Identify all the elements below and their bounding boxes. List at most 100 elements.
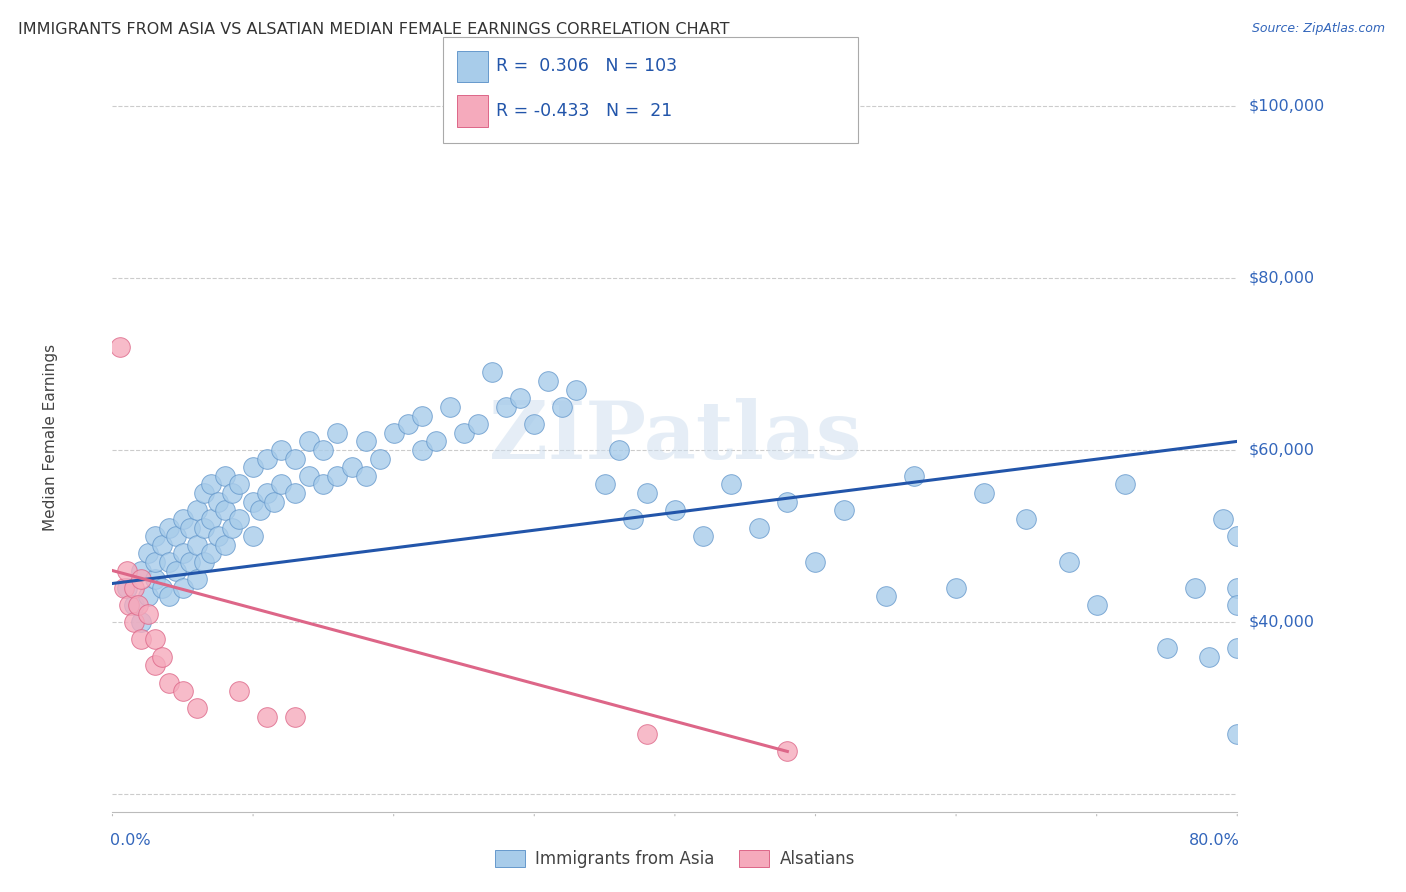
Point [172,512,194,526]
Point [256,486,278,500]
Point [186,701,208,715]
Point [1114,477,1136,491]
Text: $80,000: $80,000 [1249,270,1315,285]
Text: $40,000: $40,000 [1249,615,1315,630]
Point [270,477,292,491]
Point [875,590,897,604]
Point [326,425,349,440]
Point [129,632,152,647]
Point [143,632,166,647]
Point [453,425,475,440]
Point [340,460,363,475]
Point [157,555,180,569]
Point [776,744,799,758]
Point [804,555,827,569]
Point [354,468,377,483]
Point [115,581,138,595]
Point [368,451,391,466]
Point [129,564,152,578]
Point [193,486,215,500]
Point [150,649,173,664]
Point [129,572,152,586]
Point [112,581,135,595]
Point [284,486,307,500]
Point [122,581,145,595]
Point [143,555,166,569]
Point [157,675,180,690]
Point [143,529,166,543]
Point [172,581,194,595]
Text: R = -0.433   N =  21: R = -0.433 N = 21 [496,102,672,120]
Point [396,417,419,432]
Point [326,468,349,483]
Point [636,486,658,500]
Text: $100,000: $100,000 [1249,98,1324,113]
Point [256,451,278,466]
Point [298,468,321,483]
Point [439,400,461,414]
Point [200,546,222,560]
Legend: Immigrants from Asia, Alsatians: Immigrants from Asia, Alsatians [488,843,862,874]
Point [186,503,208,517]
Point [270,442,292,457]
Point [172,684,194,698]
Point [551,400,574,414]
Point [143,658,166,673]
Point [523,417,546,432]
Point [411,409,433,423]
Point [607,442,630,457]
Point [425,434,447,449]
Point [298,434,321,449]
Point [122,598,145,612]
Point [537,374,560,388]
Point [214,468,236,483]
Point [207,494,229,508]
Point [748,520,770,534]
Point [263,494,285,508]
Point [382,425,405,440]
Text: 80.0%: 80.0% [1189,833,1240,848]
Point [127,598,149,612]
Point [221,486,243,500]
Point [1226,598,1249,612]
Point [221,520,243,534]
Point [242,460,264,475]
Point [242,494,264,508]
Point [495,400,517,414]
Point [150,581,173,595]
Point [312,442,335,457]
Point [1226,641,1249,656]
Point [1156,641,1178,656]
Text: 0.0%: 0.0% [110,833,150,848]
Text: $60,000: $60,000 [1249,442,1315,458]
Text: R =  0.306   N = 103: R = 0.306 N = 103 [496,57,678,75]
Text: Median Female Earnings: Median Female Earnings [44,343,58,531]
Point [509,392,531,406]
Point [621,512,644,526]
Point [150,538,173,552]
Text: ZIPatlas: ZIPatlas [489,398,860,476]
Point [1226,581,1249,595]
Point [1226,727,1249,741]
Point [284,710,307,724]
Point [903,468,925,483]
Point [1226,529,1249,543]
Point [228,684,250,698]
Point [200,512,222,526]
Text: Source: ZipAtlas.com: Source: ZipAtlas.com [1251,22,1385,36]
Point [193,555,215,569]
Point [228,512,250,526]
Point [179,555,201,569]
Point [186,538,208,552]
Point [157,520,180,534]
Point [284,451,307,466]
Point [467,417,489,432]
Point [200,477,222,491]
Point [945,581,967,595]
Point [136,590,159,604]
Point [565,383,588,397]
Text: IMMIGRANTS FROM ASIA VS ALSATIAN MEDIAN FEMALE EARNINGS CORRELATION CHART: IMMIGRANTS FROM ASIA VS ALSATIAN MEDIAN … [18,22,730,37]
Point [1212,512,1234,526]
Point [354,434,377,449]
Point [593,477,616,491]
